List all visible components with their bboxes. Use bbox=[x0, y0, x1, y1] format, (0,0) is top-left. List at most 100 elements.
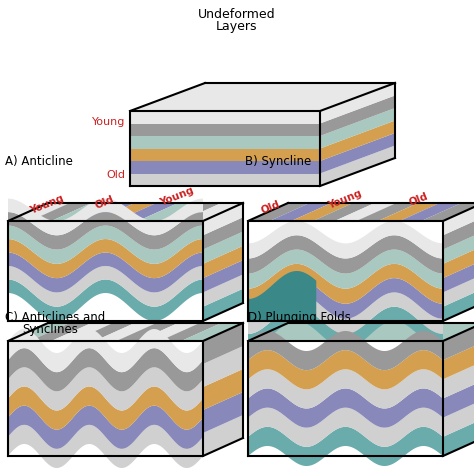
Polygon shape bbox=[203, 275, 243, 307]
Text: Undeformed: Undeformed bbox=[198, 8, 276, 21]
Text: Young: Young bbox=[91, 117, 125, 127]
Polygon shape bbox=[320, 83, 395, 123]
Polygon shape bbox=[95, 203, 156, 221]
Polygon shape bbox=[308, 323, 395, 341]
Polygon shape bbox=[248, 331, 443, 370]
Polygon shape bbox=[270, 203, 331, 221]
Polygon shape bbox=[392, 323, 474, 341]
Polygon shape bbox=[248, 221, 443, 258]
Polygon shape bbox=[116, 323, 178, 341]
Polygon shape bbox=[203, 246, 243, 278]
Polygon shape bbox=[248, 235, 443, 274]
Polygon shape bbox=[73, 203, 135, 221]
Polygon shape bbox=[73, 323, 135, 341]
Polygon shape bbox=[364, 323, 451, 341]
Polygon shape bbox=[443, 275, 474, 307]
Polygon shape bbox=[8, 226, 203, 264]
Polygon shape bbox=[392, 323, 474, 341]
Polygon shape bbox=[160, 323, 221, 341]
Polygon shape bbox=[248, 249, 443, 288]
Polygon shape bbox=[203, 346, 243, 387]
Text: Young: Young bbox=[28, 193, 65, 216]
Polygon shape bbox=[130, 161, 320, 173]
Polygon shape bbox=[116, 203, 178, 221]
Polygon shape bbox=[248, 323, 311, 341]
Polygon shape bbox=[8, 212, 203, 249]
Polygon shape bbox=[203, 392, 243, 433]
Text: Old: Old bbox=[106, 170, 125, 180]
Polygon shape bbox=[443, 419, 474, 456]
Text: C) Anticlines and: C) Anticlines and bbox=[5, 311, 105, 324]
Text: A) Anticline: A) Anticline bbox=[5, 155, 73, 168]
Polygon shape bbox=[248, 427, 443, 466]
Polygon shape bbox=[182, 323, 243, 341]
Polygon shape bbox=[51, 323, 113, 341]
Polygon shape bbox=[248, 388, 443, 427]
Polygon shape bbox=[130, 173, 320, 186]
Polygon shape bbox=[8, 253, 203, 292]
Polygon shape bbox=[292, 203, 353, 221]
Polygon shape bbox=[8, 266, 203, 307]
Polygon shape bbox=[248, 307, 443, 349]
Polygon shape bbox=[138, 203, 200, 221]
Text: Layers: Layers bbox=[216, 20, 258, 33]
Polygon shape bbox=[320, 96, 395, 136]
Text: Old: Old bbox=[94, 194, 116, 211]
Polygon shape bbox=[248, 292, 443, 334]
Polygon shape bbox=[308, 323, 395, 341]
Polygon shape bbox=[203, 231, 243, 264]
Polygon shape bbox=[248, 278, 443, 319]
Polygon shape bbox=[8, 425, 203, 468]
Polygon shape bbox=[8, 279, 203, 321]
Polygon shape bbox=[30, 203, 91, 221]
Polygon shape bbox=[138, 323, 200, 341]
Text: Young: Young bbox=[158, 185, 195, 208]
Polygon shape bbox=[313, 203, 374, 221]
Polygon shape bbox=[203, 260, 243, 292]
Text: Synclines: Synclines bbox=[22, 323, 78, 336]
Polygon shape bbox=[378, 203, 440, 221]
Polygon shape bbox=[443, 246, 474, 278]
Polygon shape bbox=[248, 407, 443, 447]
Polygon shape bbox=[248, 271, 316, 321]
Polygon shape bbox=[8, 323, 70, 341]
Polygon shape bbox=[336, 323, 423, 341]
Polygon shape bbox=[8, 387, 203, 430]
Polygon shape bbox=[130, 111, 320, 123]
Polygon shape bbox=[30, 323, 91, 341]
Polygon shape bbox=[419, 323, 474, 341]
Polygon shape bbox=[443, 400, 474, 437]
Polygon shape bbox=[335, 203, 396, 221]
Polygon shape bbox=[320, 108, 395, 149]
Polygon shape bbox=[8, 406, 203, 449]
Polygon shape bbox=[8, 203, 70, 221]
Polygon shape bbox=[421, 203, 474, 221]
Text: Old: Old bbox=[408, 191, 430, 208]
Polygon shape bbox=[203, 415, 243, 456]
Polygon shape bbox=[280, 323, 367, 341]
Polygon shape bbox=[400, 203, 461, 221]
Polygon shape bbox=[203, 203, 243, 235]
Polygon shape bbox=[336, 323, 423, 341]
Polygon shape bbox=[320, 146, 395, 186]
Polygon shape bbox=[443, 289, 474, 321]
Polygon shape bbox=[130, 123, 320, 136]
Polygon shape bbox=[356, 203, 418, 221]
Polygon shape bbox=[320, 133, 395, 173]
Polygon shape bbox=[8, 198, 203, 235]
Polygon shape bbox=[203, 217, 243, 249]
Polygon shape bbox=[443, 260, 474, 292]
Polygon shape bbox=[253, 323, 339, 341]
Polygon shape bbox=[248, 350, 443, 389]
Text: Young: Young bbox=[327, 188, 364, 211]
Polygon shape bbox=[203, 369, 243, 410]
Text: Old: Old bbox=[260, 199, 282, 216]
Polygon shape bbox=[95, 323, 156, 341]
Text: D) Plunging Folds: D) Plunging Folds bbox=[248, 311, 351, 324]
Polygon shape bbox=[248, 369, 443, 408]
Polygon shape bbox=[51, 203, 113, 221]
Polygon shape bbox=[443, 217, 474, 249]
Text: B) Syncline: B) Syncline bbox=[245, 155, 311, 168]
Polygon shape bbox=[280, 323, 367, 341]
Polygon shape bbox=[8, 367, 203, 410]
